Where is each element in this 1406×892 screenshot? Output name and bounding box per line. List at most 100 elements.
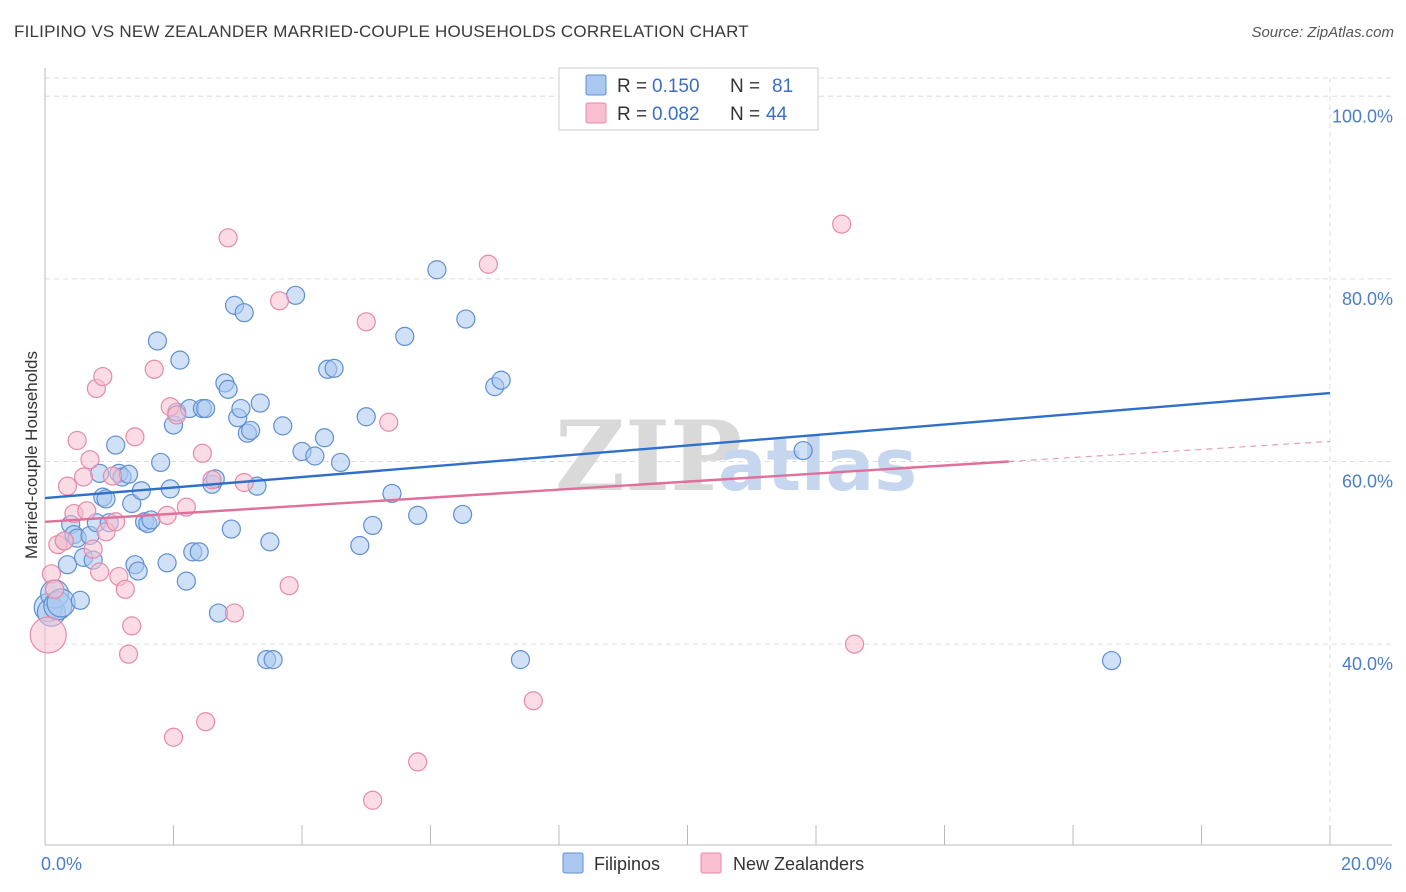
legend-r-label-filipinos: R = [617,76,647,97]
filipino-point [363,515,383,536]
nz-point [41,564,62,584]
trend-layer [44,391,1331,523]
filipino-point [241,420,261,441]
points-layer [29,214,1122,810]
filipino-point [273,416,293,436]
filipino-point [324,358,344,378]
nz-point [196,712,216,732]
nz-point [478,254,498,274]
filipino-point [234,303,254,323]
filipino-point [176,571,196,591]
bottom-legend-swatch-new-zealanders [700,852,722,874]
bottom-legend-label-filipinos: Filipinos [594,854,660,874]
filipino-point [189,542,209,562]
filipino-point [793,440,813,461]
watermark-zip: ZIP [555,400,742,513]
nz-point [57,476,78,496]
filipino-point [196,398,216,419]
filipino-point [350,535,370,556]
source-credit: Source: ZipAtlas.com [1251,24,1394,41]
nz-point [67,430,87,451]
filipino-point [453,504,473,525]
y-tick-label: 60.0% [1342,472,1393,492]
nz-point [45,579,65,599]
legend-r-value-new-zealanders: 0.082 [652,104,700,125]
filipino-point [147,331,168,351]
filipino-point [314,428,335,448]
legend-n-label-filipinos: N = [730,76,760,97]
filipino-point [250,393,270,413]
filipino-point [260,532,280,552]
filipino-point [231,398,251,419]
top-legend: R = 0.150 N = 81 R = 0.082 N = 44 [558,67,819,131]
bottom-legend-label-new-zealanders: New Zealanders [733,854,864,874]
y-tick-label: 100.0% [1332,106,1393,126]
legend-swatch-new-zealanders [585,102,607,124]
axis-layer: 40.0% 60.0% 80.0% 100.0% 0.0% 20.0% [41,68,1393,874]
nz-point [523,691,543,711]
bottom-legend-swatch-filipinos [562,852,584,874]
nz-point [279,576,299,596]
nz-point [218,228,238,248]
nz-trend-line-extension [1008,440,1331,463]
filipino-point [170,350,190,370]
nz-point [80,450,100,470]
filipino-point [122,493,142,514]
nz-point [122,616,142,636]
chart-title: FILIPINO VS NEW ZEALANDER MARRIED-COUPLE… [14,22,749,41]
filipino-point [221,519,241,539]
filipino-point [427,260,447,280]
x-tick-label: 20.0% [1341,854,1392,874]
nz-point [83,539,103,559]
filipino-point [456,309,476,329]
filipino-point [157,553,177,573]
filipino-point [128,561,148,581]
filipino-point [285,285,306,305]
filipino-point [356,407,376,427]
y-tick-label: 80.0% [1342,289,1393,309]
legend-swatch-filipinos [585,74,607,96]
legend-n-value-filipinos: 81 [772,76,793,97]
nz-point [379,412,399,432]
legend-r-label-new-zealanders: R = [617,104,647,125]
nz-point [77,501,97,521]
filipino-point [491,370,511,390]
nz-point [356,312,376,332]
watermark: ZIP atlas [555,400,917,513]
nz-point [106,512,126,532]
nz-point [144,359,164,379]
nz-point [93,366,113,387]
legend-n-label-new-zealanders: N = [730,104,760,125]
filipino-point [218,379,238,399]
nz-point [90,562,110,582]
filipino-point [263,650,283,670]
nz-point [363,790,383,810]
nz-point [163,727,184,747]
nz-point [167,405,187,425]
filipino-point [70,590,90,610]
filipino-point [305,446,325,466]
y-tick-label: 40.0% [1342,654,1393,674]
filipino-point [151,452,171,473]
watermark-atlas: atlas [718,423,917,507]
nz-point [118,644,139,664]
nz-point [269,291,290,311]
nz-point [832,214,852,234]
legend-n-value-new-zealanders: 44 [766,104,788,125]
filipino-point [382,483,402,504]
nz-point [102,466,123,486]
x-tick-label: 0.0% [41,854,82,874]
filipino-point [408,505,428,525]
nz-point [408,752,428,772]
filipino-point [330,452,351,473]
nz-trend-line [44,460,1009,523]
filipino-point [106,435,126,455]
filipino-point [395,326,415,347]
bottom-legend: Filipinos New Zealanders [562,852,864,874]
nz-point [29,616,67,654]
nz-point [54,531,74,551]
nz-point [192,443,213,463]
filipino-point [57,555,78,575]
